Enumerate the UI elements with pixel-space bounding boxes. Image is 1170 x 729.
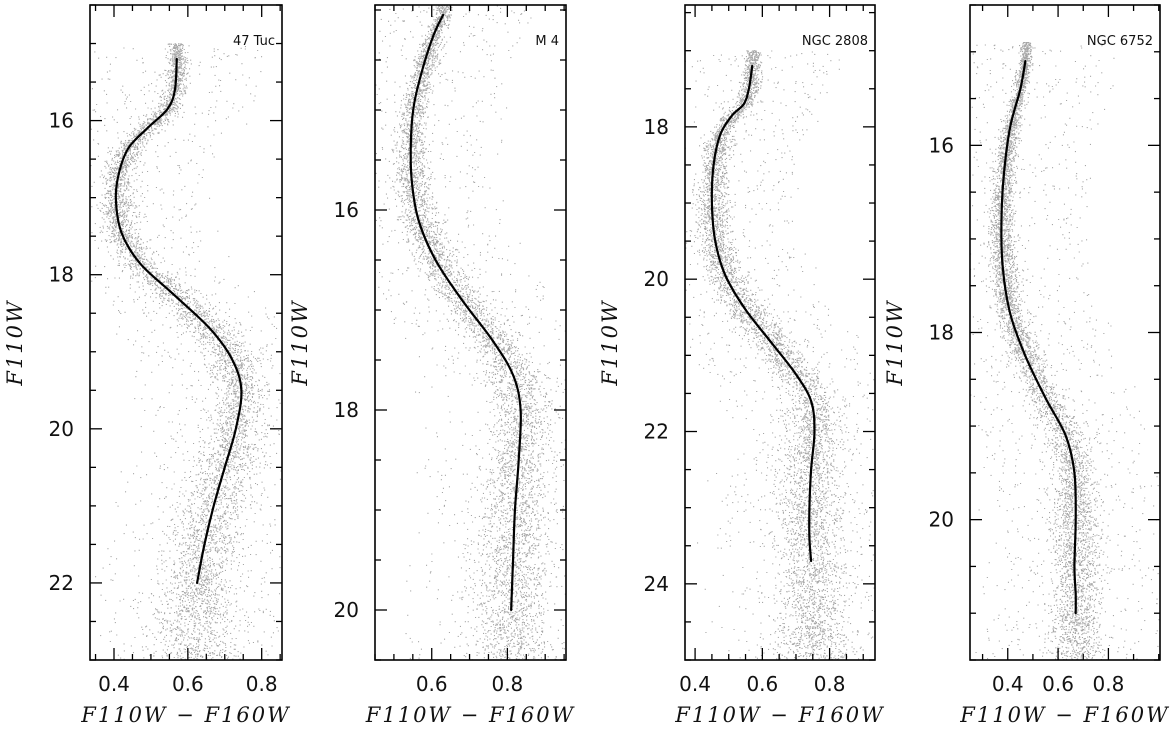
x-axis-label: F110W − F160W [959,703,1170,727]
x-tick-label: 0.6 [416,672,448,696]
x-tick-label: 0.4 [98,672,130,696]
x-axis-label: F110W − F160W [80,703,291,727]
y-tick-label: 18 [334,398,359,422]
fiducial-line [710,64,816,563]
y-tick-label: 18 [644,115,669,139]
panel-m4: 0.6 0.8 16 18 20 F110W − F160W F110W M 4 [288,4,576,727]
cluster-name-label: M 4 [535,34,559,49]
x-tick-label: 0.6 [746,672,778,696]
y-tick-label: 16 [334,198,359,222]
fiducial-line [1000,60,1077,615]
panel-ngc6752: 0.4 0.6 0.8 16 18 20 F110W − F160W F110W NGC 675… [883,4,1170,727]
x-tick-label: 0.8 [814,672,846,696]
y-tick-label: 16 [929,133,954,157]
panel-ngc2808: 0.4 0.6 0.8 18 20 22 24 F110W − F160W F110W NGC 2… [598,4,885,727]
x-tick-label: 0.8 [1093,672,1125,696]
y-axis-label: F110W [883,299,907,387]
cluster-name-label: 47 Tuc [233,34,275,49]
plot-frame [374,4,567,661]
x-axis-label: F110W − F160W [674,703,885,727]
y-tick-label: 18 [49,263,74,287]
x-tick-label: 0.4 [992,672,1024,696]
panel-47tuc: 0.4 0.6 0.8 16 18 20 22 F110W − F160W F110W 47 Tu… [3,4,291,727]
star-cloud [685,50,875,660]
y-tick-label: 20 [49,417,74,441]
x-tick-label: 0.8 [491,672,523,696]
y-tick-label: 24 [644,572,669,596]
x-tick-label: 0.6 [1042,672,1074,696]
fiducial-line [114,57,243,585]
plot-frame [89,4,283,661]
star-cloud [375,5,566,660]
y-axis-label: F110W [598,299,622,387]
x-tick-label: 0.6 [172,672,204,696]
cluster-name-label: NGC 2808 [802,34,868,49]
y-axis-label: F110W [3,299,27,387]
plot-frame [969,4,1161,661]
y-tick-label: 20 [644,267,669,291]
x-axis-label: F110W − F160W [365,703,576,727]
plot-frame [684,4,876,661]
cluster-name-label: NGC 6752 [1087,34,1153,49]
y-tick-label: 18 [929,321,954,345]
y-axis-label: F110W [288,299,312,387]
y-tick-label: 22 [49,571,74,595]
y-tick-label: 20 [929,508,954,532]
x-tick-label: 0.4 [679,672,711,696]
y-tick-label: 20 [334,598,359,622]
x-tick-label: 0.8 [246,672,278,696]
y-tick-label: 22 [644,420,669,444]
fiducial-line [409,13,522,612]
y-tick-label: 16 [49,109,74,133]
